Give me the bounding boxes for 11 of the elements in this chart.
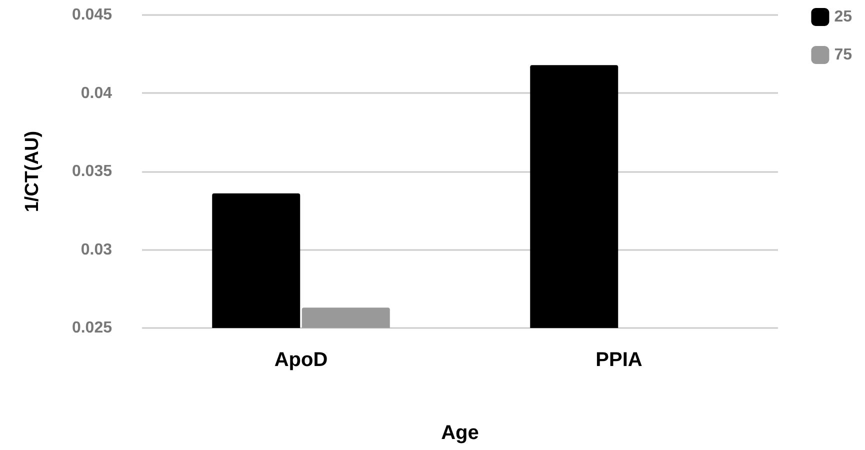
x-axis-title: Age	[441, 422, 479, 444]
legend-label: 75	[834, 46, 852, 64]
x-tick-label: ApoD	[274, 349, 328, 371]
y-tick-label: 0.04	[80, 84, 112, 102]
legend-label: 25	[834, 8, 852, 26]
x-tick-label: PPIA	[596, 349, 642, 371]
y-tick-label: 0.025	[72, 320, 112, 336]
y-tick-label: 0.045	[72, 6, 112, 24]
y-tick-label: 0.03	[80, 241, 112, 258]
y-axis-title: 1/CT(AU)	[22, 130, 43, 212]
y-tick-label: 0.035	[72, 163, 112, 180]
